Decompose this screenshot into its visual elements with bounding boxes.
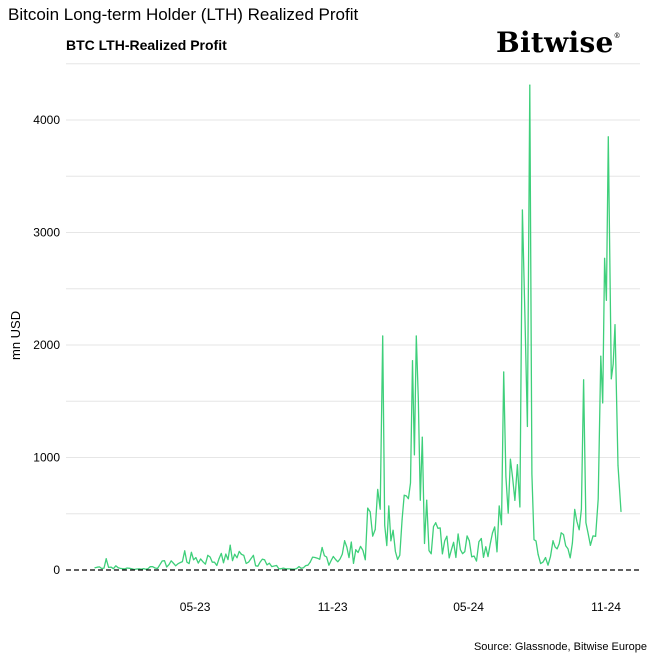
data-point	[184, 550, 186, 552]
data-point	[207, 554, 209, 556]
bitwise-logo: Bitwise®	[496, 26, 621, 59]
data-point	[332, 555, 334, 558]
data-point	[529, 84, 531, 86]
data-point	[321, 546, 323, 549]
data-point	[275, 564, 278, 567]
source-note: Source: Glassnode, Bitwise Europe	[473, 641, 647, 653]
data-point	[94, 567, 96, 569]
data-point	[503, 371, 505, 373]
y-tick-label: 0	[53, 563, 60, 577]
data-point	[298, 566, 300, 568]
data-point	[161, 560, 163, 562]
data-point	[367, 507, 369, 509]
data-point	[491, 532, 494, 534]
data-point	[252, 554, 254, 556]
data-point	[390, 540, 392, 542]
y-tick-label: 1000	[33, 451, 60, 465]
data-point	[571, 542, 574, 544]
y-tick-label: 2000	[33, 338, 60, 352]
series-line-lth-profit	[94, 84, 622, 571]
registered-mark: ®	[613, 32, 621, 40]
data-point	[195, 557, 197, 559]
data-point	[514, 499, 516, 501]
data-point	[468, 540, 470, 542]
data-point	[610, 378, 612, 380]
data-point	[521, 209, 523, 211]
grid-lines	[66, 63, 640, 515]
y-tick-label: 4000	[33, 113, 60, 127]
data-point	[537, 553, 539, 555]
data-point	[138, 568, 140, 570]
data-point	[128, 567, 130, 569]
data-point	[600, 355, 602, 357]
data-point	[382, 335, 384, 337]
data-point	[446, 535, 448, 537]
data-point	[435, 522, 437, 524]
data-point	[218, 558, 220, 560]
data-point	[309, 561, 311, 563]
page-title: Bitcoin Long-term Holder (LTH) Realized …	[8, 5, 359, 24]
x-tick-label: 05-23	[180, 600, 211, 614]
data-point	[117, 567, 119, 569]
data-point	[426, 499, 428, 501]
data-point	[105, 558, 107, 560]
data-point	[617, 464, 619, 466]
data-point	[544, 557, 547, 559]
data-point	[374, 528, 376, 531]
data-point	[457, 533, 459, 535]
x-tick-labels: 05-23 11-23 05-24 11-24	[180, 600, 622, 614]
data-point	[287, 568, 289, 570]
data-point	[229, 544, 231, 546]
y-tick-labels: 0 1000 2000 3000 4000	[33, 113, 60, 577]
logo-text: Bitwise	[496, 26, 614, 59]
x-tick-label: 11-23	[318, 600, 348, 614]
data-point	[603, 257, 606, 259]
data-point	[264, 559, 266, 561]
data-point	[355, 549, 357, 551]
data-point	[480, 537, 482, 540]
series-layer	[94, 84, 622, 571]
data-point	[411, 360, 414, 362]
data-point	[240, 553, 243, 555]
data-point	[149, 566, 151, 568]
data-point	[421, 436, 423, 438]
data-point	[594, 535, 597, 537]
data-point	[343, 540, 346, 542]
data-point	[415, 335, 417, 337]
x-tick-label: 11-24	[591, 600, 621, 614]
data-point	[620, 510, 622, 513]
x-tick-label: 05-24	[453, 600, 484, 614]
data-point	[583, 379, 585, 381]
data-point	[589, 544, 591, 546]
y-tick-label: 3000	[33, 226, 60, 240]
data-point	[607, 136, 609, 138]
data-point	[614, 324, 616, 326]
chart-title: BTC LTH-Realized Profit	[66, 37, 227, 53]
data-point	[552, 540, 554, 542]
data-point	[172, 562, 175, 564]
data-point	[401, 518, 403, 520]
data-point	[560, 532, 562, 534]
